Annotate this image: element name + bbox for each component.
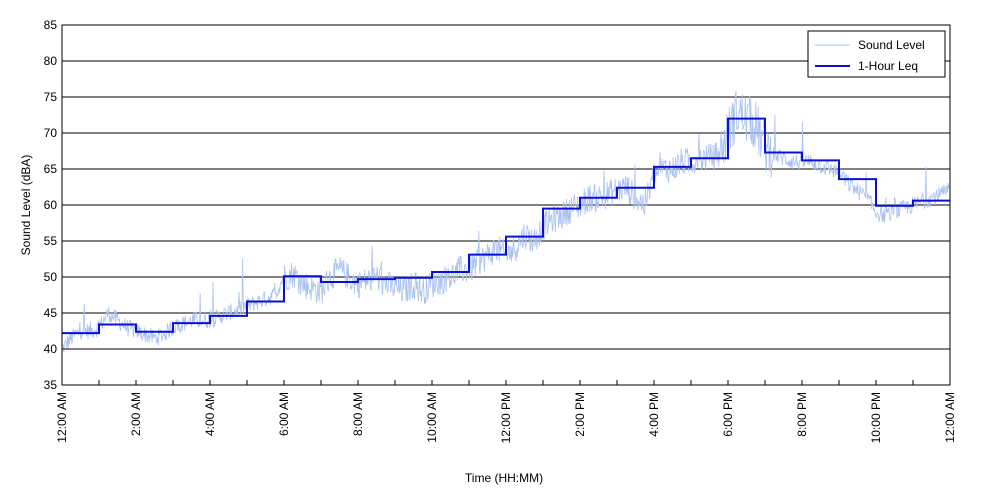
- y-tick-label: 50: [44, 270, 58, 284]
- y-tick-label: 85: [44, 18, 58, 32]
- y-tick-label: 45: [44, 306, 58, 320]
- x-tick-label: 10:00 PM: [869, 392, 883, 443]
- y-tick-label: 55: [44, 234, 58, 248]
- y-tick-label: 70: [44, 126, 58, 140]
- legend-label-sound-level: Sound Level: [858, 38, 925, 52]
- x-tick-label: 6:00 AM: [277, 392, 291, 436]
- y-tick-label: 35: [44, 378, 58, 392]
- y-tick-label: 40: [44, 342, 58, 356]
- x-tick-label: 12:00 AM: [943, 392, 957, 443]
- x-tick-label: 6:00 PM: [721, 392, 735, 437]
- x-tick-label: 2:00 AM: [129, 392, 143, 436]
- y-tick-label: 60: [44, 198, 58, 212]
- x-tick-label: 12:00 PM: [499, 392, 513, 443]
- x-tick-label: 8:00 PM: [795, 392, 809, 437]
- legend: Sound Level 1-Hour Leq: [807, 30, 946, 78]
- y-tick-label: 75: [44, 90, 58, 104]
- y-axis-label: Sound Level (dBA): [19, 155, 33, 256]
- legend-label-1-hour-leq: 1-Hour Leq: [858, 59, 918, 73]
- x-tick-label: 4:00 PM: [647, 392, 661, 437]
- y-tick-labels: 35 40 45 50 55 60 65 70 75 80 85: [44, 18, 58, 392]
- axis-ticks: [61, 24, 951, 386]
- x-tick-label: 12:00 AM: [55, 392, 69, 443]
- x-tick-labels: 12:00 AM 2:00 AM 4:00 AM 6:00 AM 8:00 AM 10:0…: [55, 392, 957, 443]
- leq-series: [62, 117, 950, 335]
- y-tick-label: 80: [44, 54, 58, 68]
- x-tick-label: 4:00 AM: [203, 392, 217, 436]
- x-tick-label: 2:00 PM: [573, 392, 587, 437]
- leq-step-line: [62, 117, 950, 335]
- gridlines: [62, 60, 950, 350]
- x-tick-label: 10:00 AM: [425, 392, 439, 443]
- y-tick-label: 65: [44, 162, 58, 176]
- x-tick-label: 8:00 AM: [351, 392, 365, 436]
- legend-box: [807, 30, 946, 78]
- x-axis-label: Time (HH:MM): [465, 471, 543, 485]
